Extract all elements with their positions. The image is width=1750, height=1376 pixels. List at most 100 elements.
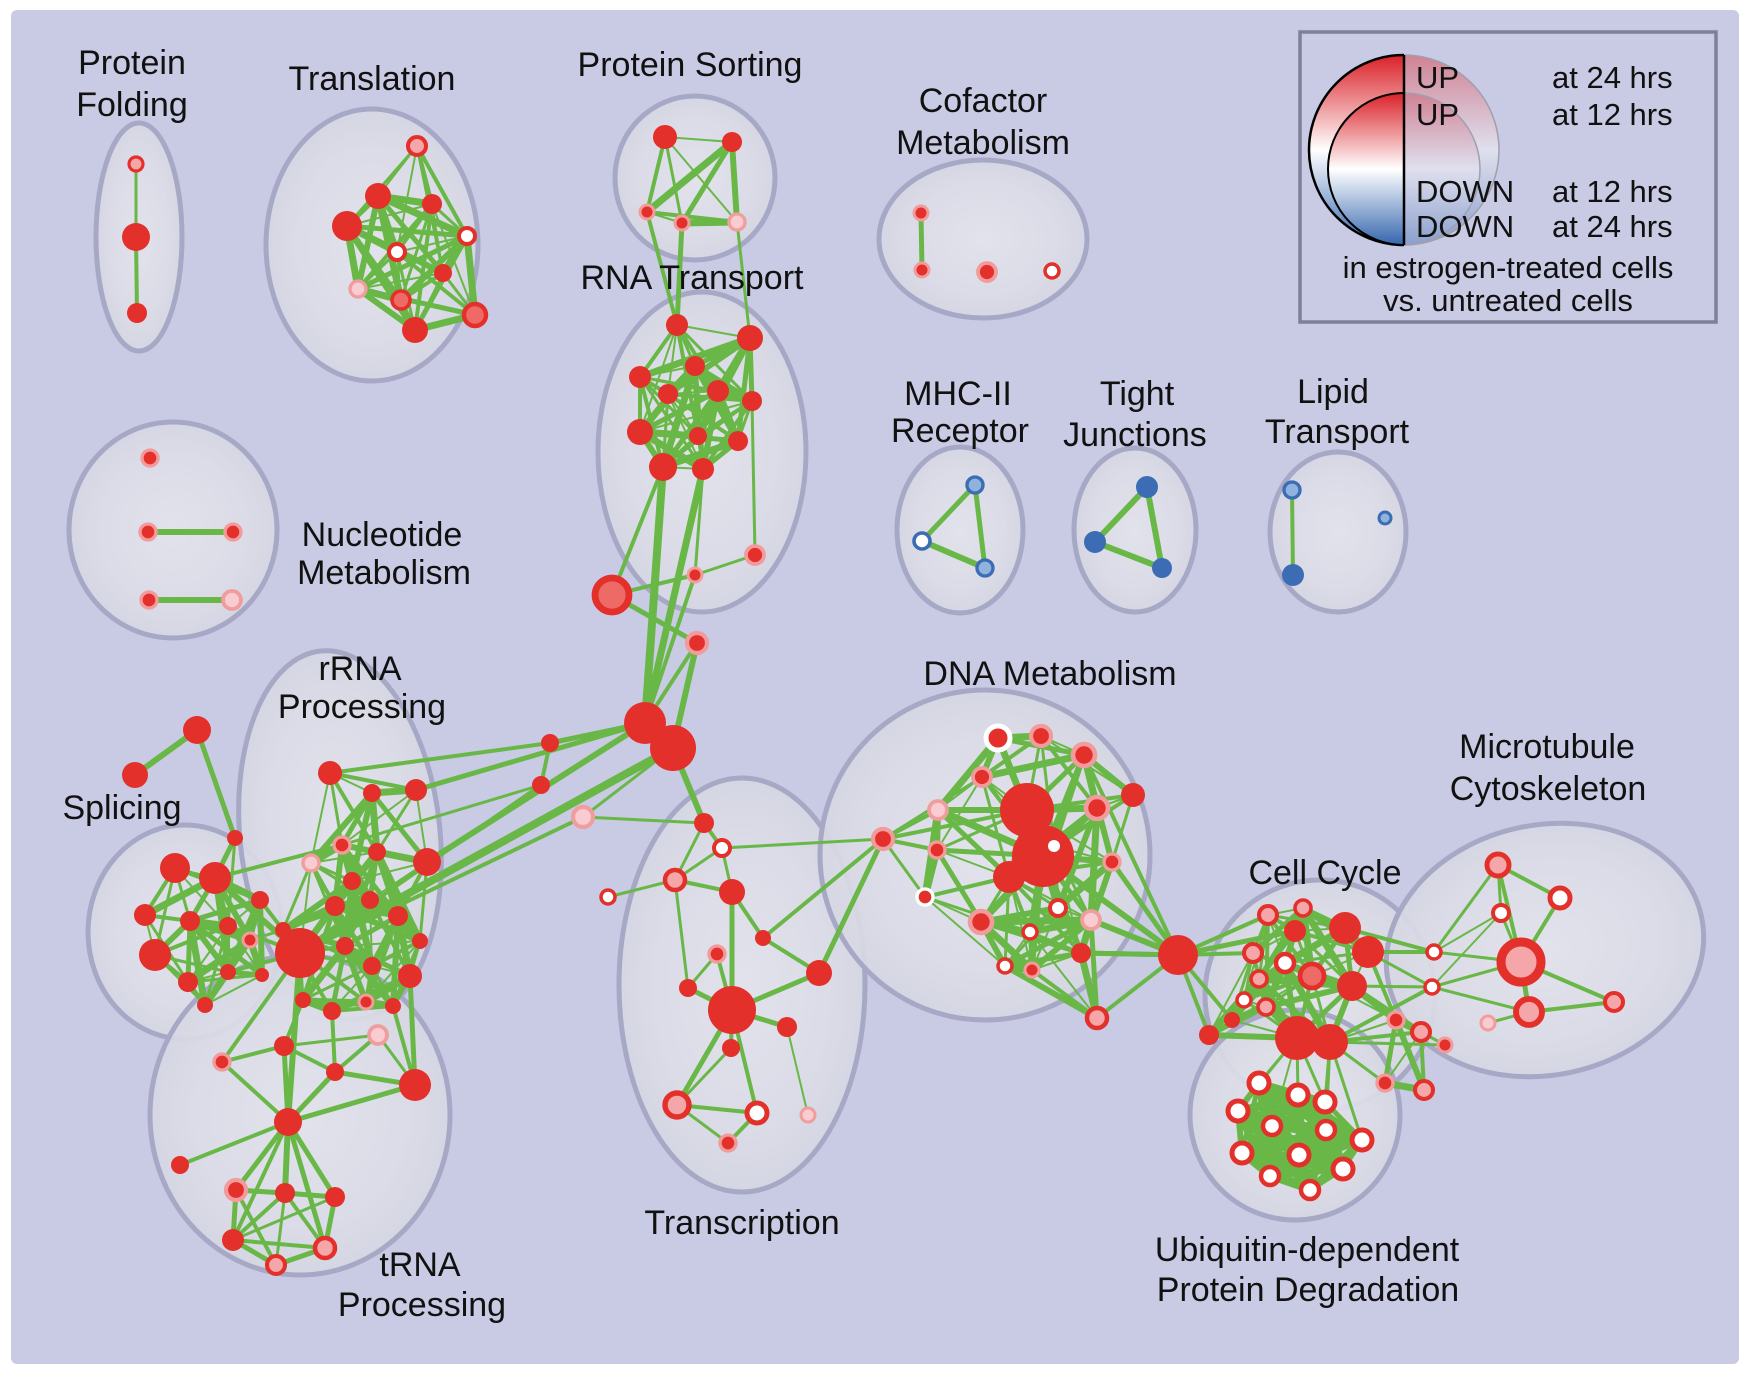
edge <box>735 335 753 444</box>
cluster-label: Transport <box>1265 413 1410 451</box>
edge <box>1208 952 1254 1036</box>
network-node-s <box>1312 1024 1348 1060</box>
network-node-s <box>160 853 190 883</box>
network-node-pr <box>686 566 704 584</box>
network-node-rp <box>1084 1005 1110 1031</box>
edge <box>398 233 470 303</box>
cluster-ellipse-ps <box>612 93 778 263</box>
network-node-rp <box>312 1235 338 1261</box>
legend-circle-solid-half <box>1307 53 1404 247</box>
network-node-pr <box>223 522 243 542</box>
network-node-rw <box>1425 943 1443 961</box>
edge <box>761 837 885 940</box>
edge <box>220 1044 286 1064</box>
legend-footer-line: in estrogen-treated cells <box>1343 250 1674 285</box>
edge <box>693 467 705 577</box>
edge <box>285 950 303 1125</box>
network-node-pr <box>967 908 995 936</box>
cluster-label: Lipid <box>1297 373 1369 411</box>
network-node-pr <box>927 840 947 860</box>
network-node-pr <box>1023 961 1041 979</box>
network-node-s <box>325 896 345 916</box>
edge <box>935 807 1012 880</box>
network-node-pp <box>348 279 368 299</box>
edge <box>390 913 401 1009</box>
network-node-s <box>178 972 198 992</box>
edge <box>407 973 418 1088</box>
edge <box>341 789 417 846</box>
network-node-s <box>737 325 763 351</box>
edge <box>328 741 552 775</box>
network-node-s <box>227 830 243 846</box>
edge <box>1328 1040 1447 1047</box>
network-node-s <box>134 904 156 926</box>
edge <box>310 772 331 864</box>
network-node-rw <box>1312 1089 1338 1115</box>
network-node-lb <box>965 475 985 495</box>
network-node-rw <box>1048 898 1068 918</box>
network-node-s <box>326 1063 344 1081</box>
cluster-ellipse-lt <box>1267 449 1409 615</box>
cluster-label: Cofactor <box>919 82 1048 120</box>
cluster-ellipse-mhc <box>894 444 1026 616</box>
edge <box>786 1026 809 1116</box>
edge <box>934 847 984 925</box>
network-node-s <box>412 933 428 949</box>
edge <box>355 193 381 292</box>
nodes-layer <box>122 125 1626 1277</box>
network-node-rr <box>461 301 489 329</box>
network-node-pr <box>718 1133 738 1153</box>
cluster-ellipse-tj <box>1071 445 1199 615</box>
network-node-s <box>171 1156 189 1174</box>
edge <box>281 861 313 932</box>
network-node-s <box>1275 1016 1319 1060</box>
network-node-rp <box>662 867 688 893</box>
edge <box>298 815 585 955</box>
cluster-label: Splicing <box>62 789 181 827</box>
edge <box>187 918 231 975</box>
network-node-rw <box>744 1100 770 1126</box>
cluster-label: rRNA <box>318 650 401 688</box>
network-node-s <box>275 928 325 978</box>
network-node-rw <box>1285 1082 1311 1108</box>
network-node-rw <box>1330 1156 1356 1182</box>
network-node-s <box>365 183 391 209</box>
cluster-label: tRNA <box>379 1246 461 1284</box>
legend-time-label: at 24 hrs <box>1552 209 1673 244</box>
network-node-pp <box>221 589 243 611</box>
network-node-s <box>1352 936 1384 968</box>
edge <box>1328 985 1434 1044</box>
network-node-rw <box>1491 903 1511 923</box>
edge <box>978 751 1088 781</box>
network-node-pr <box>913 261 931 279</box>
legend-time-label: at 12 hrs <box>1552 97 1673 132</box>
edge <box>413 720 648 793</box>
edge <box>1092 484 1150 545</box>
edge <box>1433 912 1502 953</box>
edge <box>729 139 740 225</box>
legend-direction-label: UP <box>1416 97 1459 132</box>
network-node-pr <box>1436 1036 1454 1054</box>
edge <box>701 399 754 471</box>
network-node-s <box>627 419 653 445</box>
network-node-s <box>275 1183 295 1203</box>
network-node-lb <box>975 558 995 578</box>
network-node-s <box>777 1017 797 1037</box>
cluster-ellipse-mc <box>1383 820 1707 1080</box>
legend-direction-label: UP <box>1416 60 1459 95</box>
edge <box>1382 1017 1399 1086</box>
network-node-pr <box>1375 1073 1395 1093</box>
cluster-ellipse-cm <box>876 157 1090 321</box>
edge <box>1002 917 1094 969</box>
network-node-s <box>127 303 147 323</box>
network-node-s <box>1158 935 1198 975</box>
edge <box>639 400 753 433</box>
network-node-rp <box>1256 903 1280 927</box>
edge <box>1029 931 1098 1019</box>
edge <box>330 1009 337 1074</box>
network-node-rw <box>1246 1070 1272 1096</box>
edge <box>735 220 752 340</box>
network-node-s <box>658 384 678 404</box>
network-node-s <box>728 431 748 451</box>
network-node-rw <box>387 242 407 262</box>
